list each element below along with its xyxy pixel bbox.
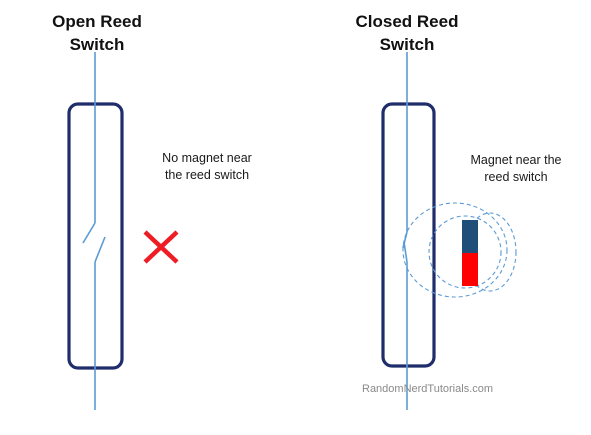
watermark: RandomNerdTutorials.com bbox=[362, 383, 494, 395]
closed-switch-glass-housing bbox=[381, 102, 436, 368]
closed-switch-lower-contact bbox=[403, 241, 408, 263]
open-switch-title: Open Reed Switch bbox=[42, 10, 152, 56]
open-reed-switch bbox=[67, 52, 179, 410]
open-switch-caption: No magnet near the reed switch bbox=[148, 150, 266, 184]
open-switch-caption-line1: No magnet near bbox=[162, 151, 252, 165]
open-switch-caption-line2: the reed switch bbox=[164, 168, 250, 182]
closed-switch-title: Closed Reed Switch bbox=[345, 10, 469, 56]
open-switch-lower-contact bbox=[94, 236, 106, 263]
closed-reed-switch bbox=[381, 52, 517, 410]
open-switch-title-line1: Open Reed bbox=[52, 12, 142, 31]
closed-switch-title-line2: Switch bbox=[379, 35, 435, 54]
red-x-icon bbox=[143, 230, 179, 264]
closed-switch-title-line1: Closed Reed bbox=[355, 12, 459, 31]
magnet-south-pole bbox=[462, 253, 478, 286]
open-switch-upper-contact bbox=[82, 222, 96, 244]
closed-switch-caption-line1: Magnet near the bbox=[470, 153, 562, 167]
bar-magnet-icon bbox=[462, 220, 478, 286]
closed-switch-caption-line2: reed switch bbox=[484, 170, 548, 184]
magnetic-field-lines bbox=[402, 202, 517, 298]
magnet-north-pole bbox=[462, 220, 478, 253]
closed-switch-caption: Magnet near the reed switch bbox=[452, 152, 580, 186]
open-switch-title-line2: Switch bbox=[69, 35, 125, 54]
